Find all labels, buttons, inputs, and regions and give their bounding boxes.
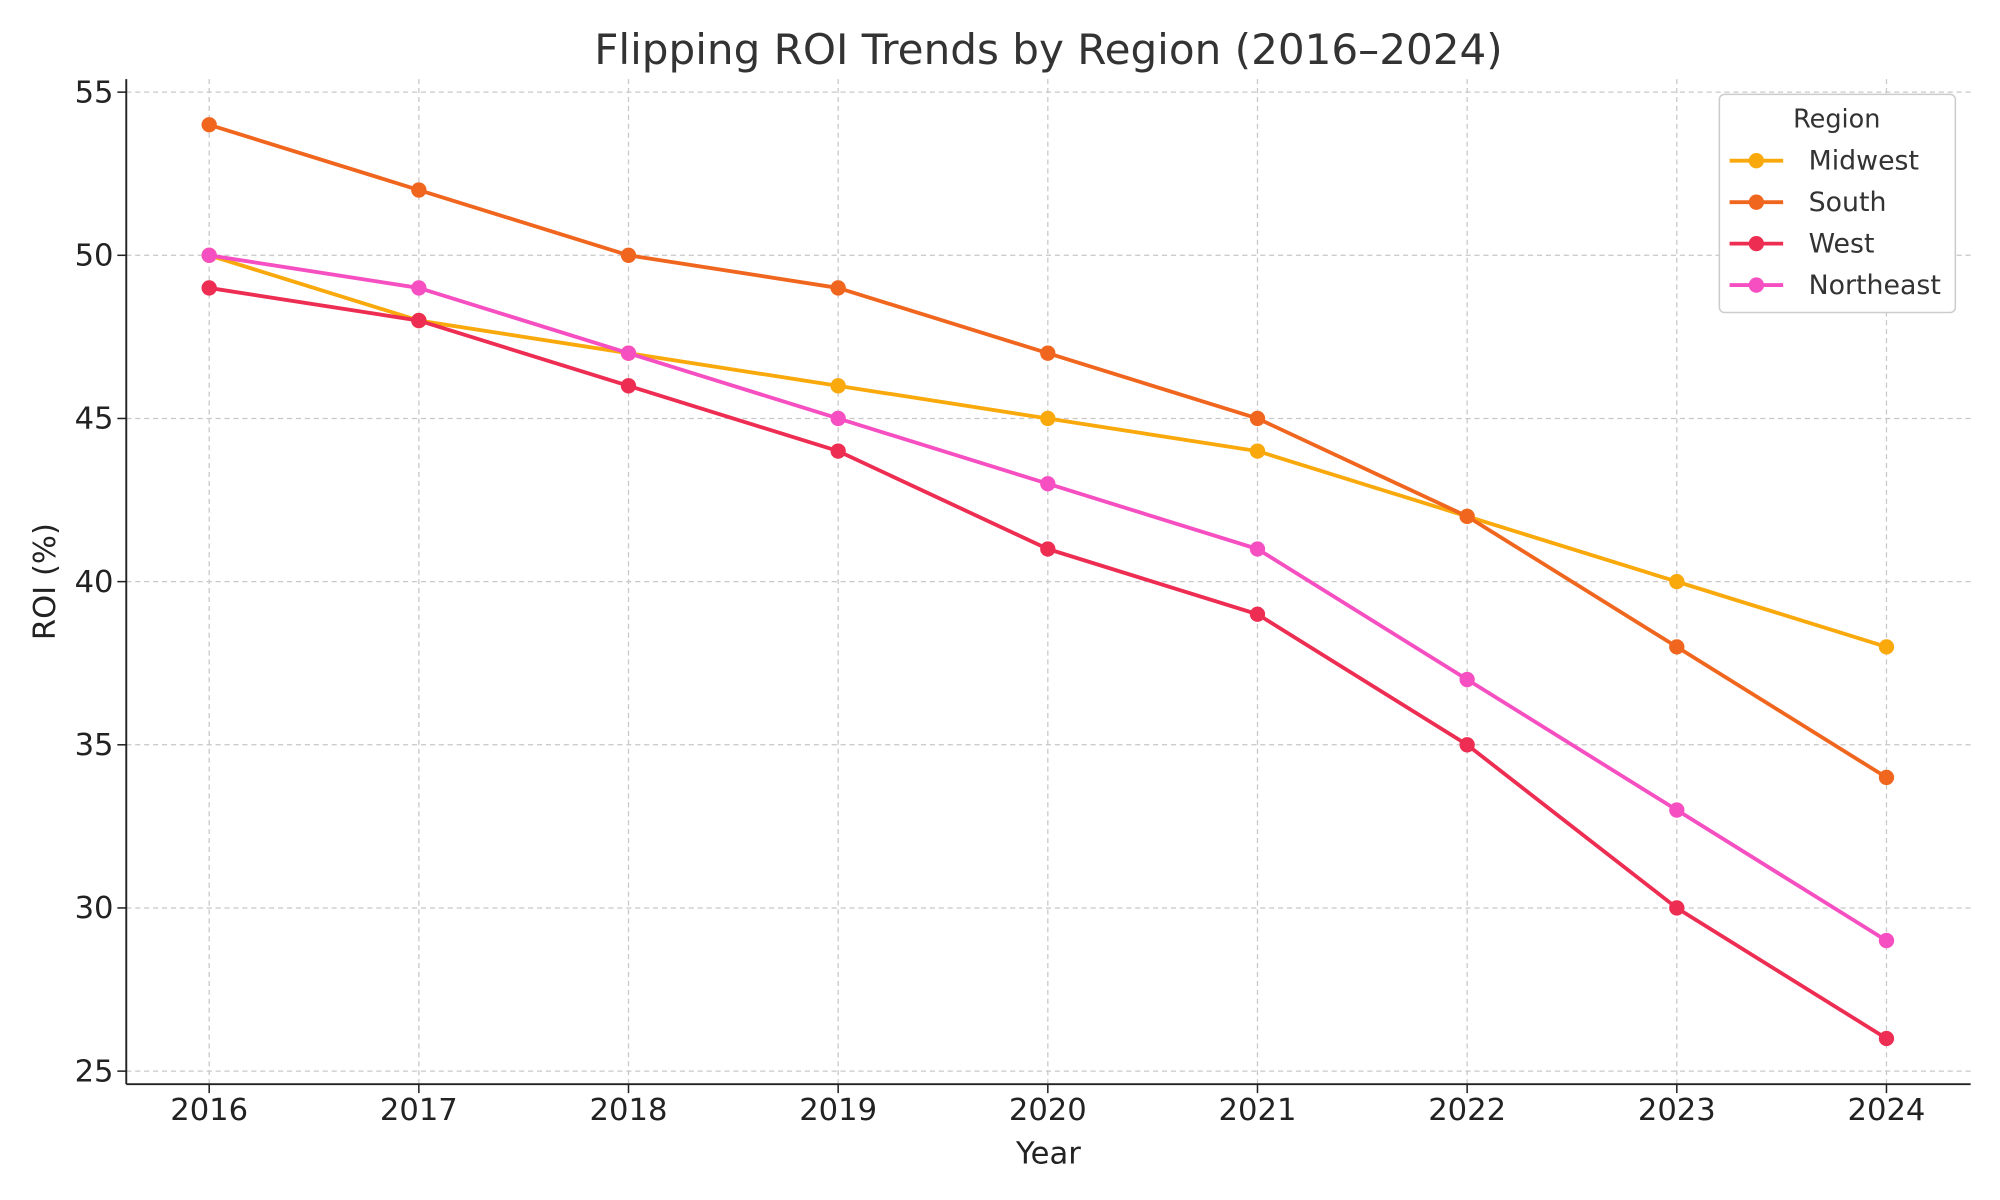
data-point-midwest bbox=[1878, 639, 1895, 655]
y-axis-title: ROI (%) bbox=[28, 523, 63, 640]
y-tick-label: 45 bbox=[75, 402, 114, 437]
data-point-northeast bbox=[620, 345, 637, 361]
data-point-northeast bbox=[1040, 476, 1056, 492]
y-tick-label: 50 bbox=[75, 239, 114, 274]
legend-box bbox=[1718, 93, 1957, 314]
data-point-south bbox=[1040, 345, 1056, 361]
chart-title: Flipping ROI Trends by Region (2016–2024… bbox=[594, 25, 1502, 74]
legend-item-northeast: Northeast bbox=[1729, 270, 1941, 301]
legend-label: Northeast bbox=[1809, 270, 1941, 301]
x-tick-label: 2023 bbox=[1638, 1093, 1716, 1128]
data-point-west bbox=[201, 280, 217, 296]
legend-title: Region bbox=[1793, 105, 1880, 135]
data-point-west bbox=[1669, 900, 1685, 916]
data-point-northeast bbox=[1878, 932, 1895, 949]
data-point-west bbox=[1878, 1030, 1895, 1047]
data-point-northeast bbox=[1459, 671, 1475, 688]
grid bbox=[126, 79, 1971, 1085]
data-point-west bbox=[830, 443, 846, 459]
data-point-west bbox=[1459, 737, 1475, 753]
x-tick-label: 2019 bbox=[799, 1093, 877, 1128]
legend-label: Midwest bbox=[1809, 146, 1919, 177]
data-point-northeast bbox=[830, 410, 846, 427]
data-point-northeast bbox=[1249, 541, 1266, 557]
data-point-west bbox=[620, 378, 637, 394]
x-tick-label: 2018 bbox=[590, 1093, 668, 1128]
data-point-west bbox=[1249, 606, 1266, 622]
data-point-south bbox=[830, 280, 846, 296]
x-tick-label: 2024 bbox=[1848, 1093, 1926, 1128]
data-point-midwest bbox=[1669, 573, 1685, 590]
y-tick-label: 30 bbox=[75, 891, 114, 926]
y-tick-label: 55 bbox=[75, 75, 114, 110]
x-axis-title: Year bbox=[1015, 1136, 1081, 1171]
legend-swatch-marker bbox=[1748, 153, 1765, 169]
series-midwest bbox=[201, 247, 1895, 655]
data-point-south bbox=[620, 247, 637, 263]
legend-item-west: West bbox=[1729, 229, 1875, 260]
data-point-south bbox=[201, 117, 217, 133]
data-point-south bbox=[1669, 639, 1685, 655]
x-tick-label: 2017 bbox=[380, 1093, 458, 1128]
y-tick-label: 40 bbox=[75, 565, 114, 600]
legend-swatch-marker bbox=[1748, 194, 1765, 210]
data-point-west bbox=[411, 312, 427, 329]
legend[interactable]: Region Midwest South West Northeast bbox=[1718, 93, 1957, 314]
x-tick-label: 2020 bbox=[1009, 1093, 1087, 1128]
data-point-northeast bbox=[411, 280, 427, 296]
x-tick-label: 2021 bbox=[1219, 1093, 1297, 1128]
data-point-west bbox=[1040, 541, 1056, 557]
x-tick-label: 2022 bbox=[1428, 1093, 1506, 1128]
legend-swatch-marker bbox=[1748, 277, 1765, 293]
data-point-south bbox=[1459, 508, 1475, 525]
series-south bbox=[201, 117, 1895, 786]
data-point-northeast bbox=[201, 247, 217, 263]
legend-label: West bbox=[1809, 229, 1875, 260]
legend-item-south: South bbox=[1729, 187, 1887, 218]
y-tick-label: 35 bbox=[75, 728, 114, 763]
y-tick-label: 25 bbox=[75, 1054, 114, 1089]
data-point-midwest bbox=[1249, 443, 1266, 459]
series-group bbox=[201, 117, 1895, 1047]
legend-items: Midwest South West Northeast bbox=[1729, 146, 1941, 301]
legend-swatch-marker bbox=[1748, 235, 1765, 252]
data-point-south bbox=[411, 182, 427, 198]
data-point-south bbox=[1878, 769, 1895, 786]
legend-label: South bbox=[1809, 187, 1887, 218]
x-tick-label: 2016 bbox=[170, 1093, 248, 1128]
legend-item-midwest: Midwest bbox=[1729, 146, 1919, 177]
series-northeast bbox=[201, 247, 1895, 949]
data-point-northeast bbox=[1669, 802, 1685, 818]
data-point-midwest bbox=[1040, 410, 1056, 427]
data-point-south bbox=[1249, 410, 1266, 427]
data-point-midwest bbox=[830, 378, 846, 394]
series-west bbox=[201, 280, 1895, 1047]
ticks: 2016 2017 2018 2019 2020 2021 2022 2023 2024 25 30… bbox=[75, 75, 1926, 1128]
